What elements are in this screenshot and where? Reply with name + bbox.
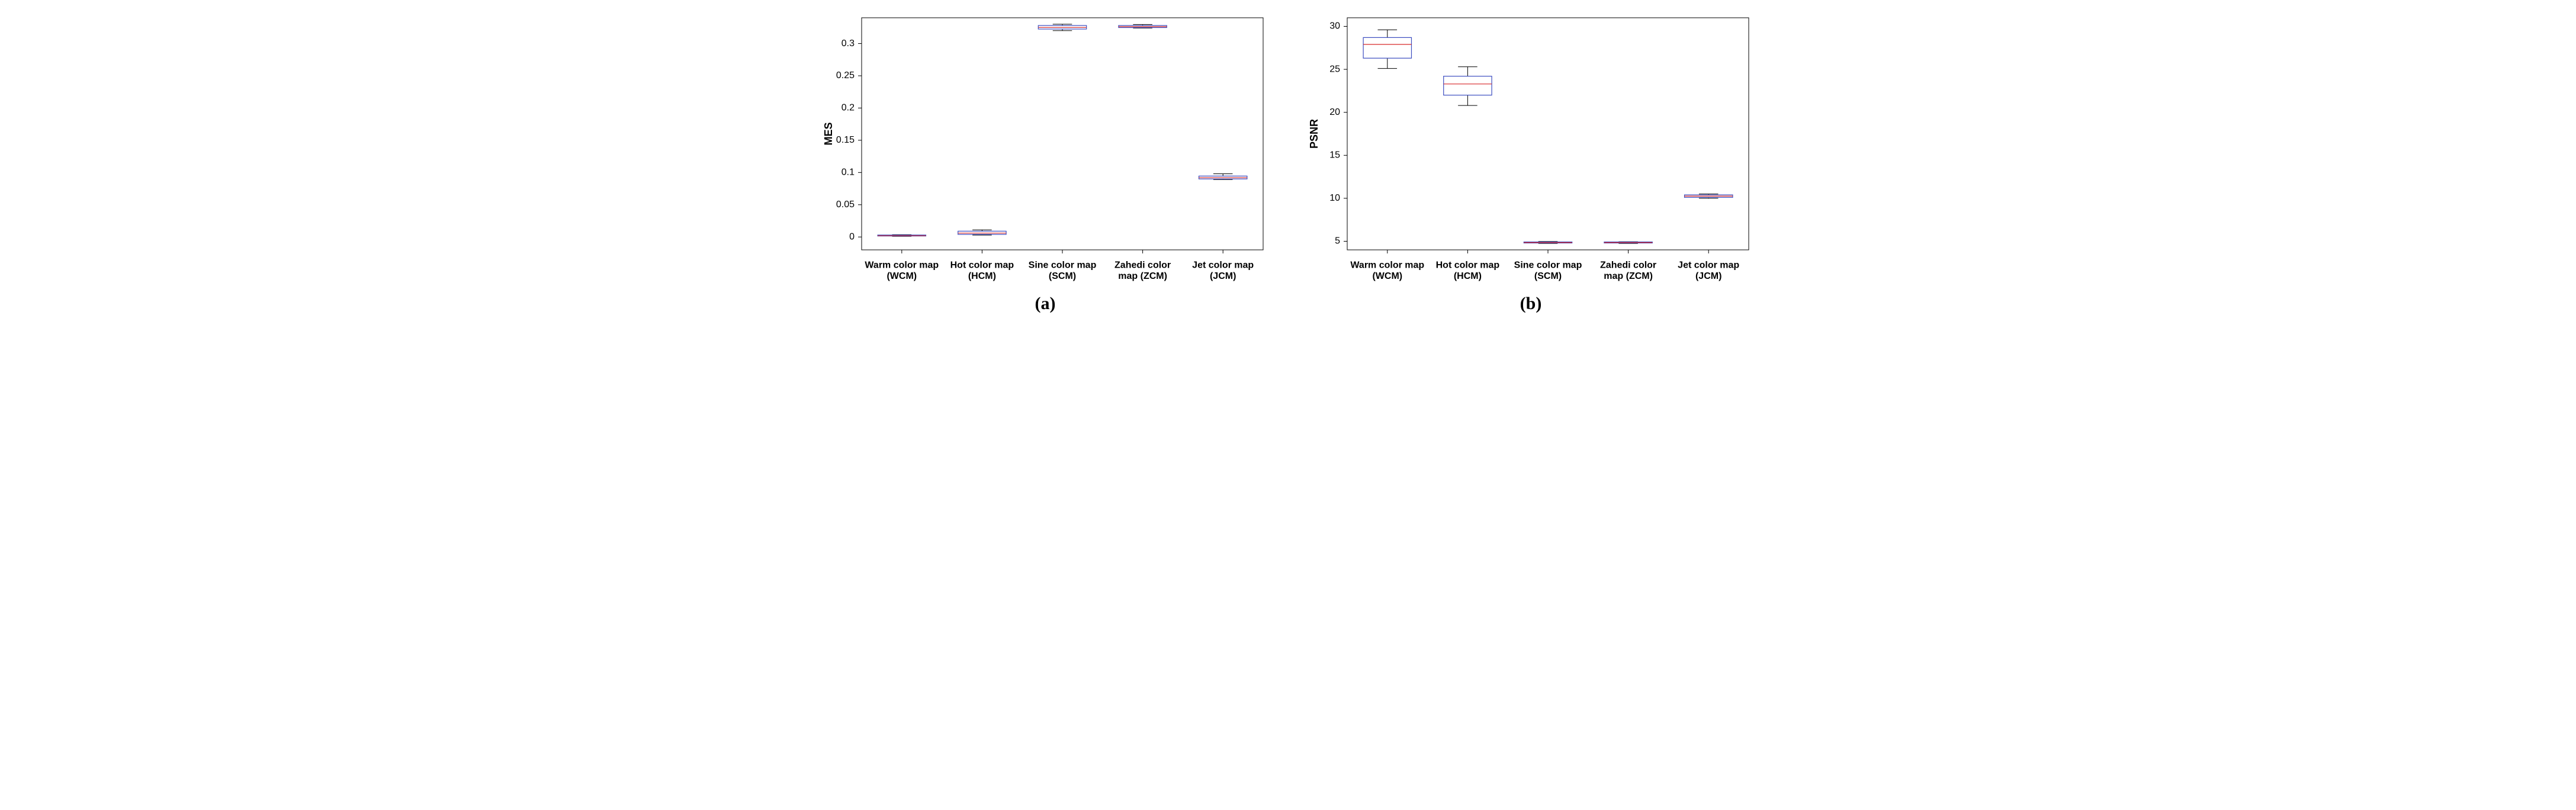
y-axis-label: PSNR bbox=[1308, 119, 1320, 149]
panel-b-boxplot: 5 10 15 20 25 30 PSNR Warm color map(WCM) Hot co… bbox=[1306, 12, 1756, 290]
x-category-label: Warm color map bbox=[865, 260, 939, 270]
x-category-label: map (ZCM) bbox=[1604, 271, 1653, 281]
ytick-label: 5 bbox=[1335, 236, 1340, 246]
x-category-label: Hot color map bbox=[1436, 260, 1500, 270]
box bbox=[1444, 76, 1492, 95]
y-axis-label: MES bbox=[823, 122, 834, 145]
panel-b-caption: (b) bbox=[1520, 294, 1542, 314]
x-category-label: map (ZCM) bbox=[1118, 271, 1167, 281]
x-category-label: (HCM) bbox=[968, 271, 996, 281]
x-category-label: (WCM) bbox=[886, 271, 917, 281]
x-category-label: (WCM) bbox=[1372, 271, 1402, 281]
ytick-label: 25 bbox=[1329, 64, 1340, 74]
panel-b: 5 10 15 20 25 30 PSNR Warm color map(WCM) Hot co… bbox=[1306, 12, 1756, 314]
x-category-label: (HCM) bbox=[1454, 271, 1482, 281]
ytick-label: 0.2 bbox=[841, 103, 855, 113]
chart-a-container: 00.050.10.150.20.250.3MESWarm color map(… bbox=[820, 12, 1270, 290]
x-category-label: Jet color map bbox=[1678, 260, 1739, 270]
plot-frame bbox=[1347, 18, 1749, 250]
ytick-label: 15 bbox=[1329, 150, 1340, 160]
ytick-label: 10 bbox=[1329, 193, 1340, 203]
ytick-label: 0.1 bbox=[841, 168, 855, 178]
panel-a: 00.050.10.150.20.250.3MESWarm color map(… bbox=[820, 12, 1270, 314]
x-category-label: (SCM) bbox=[1534, 271, 1562, 281]
figure-row: 00.050.10.150.20.250.3MESWarm color map(… bbox=[0, 0, 2576, 320]
x-category-label: Hot color map bbox=[950, 260, 1014, 270]
panel-a-boxplot: 00.050.10.150.20.250.3MESWarm color map(… bbox=[820, 12, 1270, 290]
x-category-label: Sine color map bbox=[1029, 260, 1097, 270]
ytick-label: 30 bbox=[1329, 21, 1340, 31]
ytick-label: 0.25 bbox=[836, 70, 855, 81]
ytick-label: 0.05 bbox=[836, 200, 855, 210]
chart-b-container: 5 10 15 20 25 30 PSNR Warm color map(WCM) Hot co… bbox=[1306, 12, 1756, 290]
x-category-label: (SCM) bbox=[1049, 271, 1076, 281]
ytick-label: 0 bbox=[849, 232, 855, 242]
x-category-label: Warm color map bbox=[1350, 260, 1424, 270]
x-category-label: (JCM) bbox=[1210, 271, 1236, 281]
x-category-label: (JCM) bbox=[1695, 271, 1721, 281]
ytick-label: 20 bbox=[1329, 107, 1340, 117]
x-category-label: Jet color map bbox=[1192, 260, 1254, 270]
x-category-label: Zahedi color bbox=[1114, 260, 1171, 270]
x-category-label: Sine color map bbox=[1514, 260, 1582, 270]
ytick-label: 0.3 bbox=[841, 38, 855, 49]
plot-frame bbox=[862, 18, 1263, 250]
panel-a-caption: (a) bbox=[1035, 294, 1056, 314]
x-category-label: Zahedi color bbox=[1600, 260, 1656, 270]
box bbox=[1363, 37, 1411, 58]
ytick-label: 0.15 bbox=[836, 135, 855, 145]
